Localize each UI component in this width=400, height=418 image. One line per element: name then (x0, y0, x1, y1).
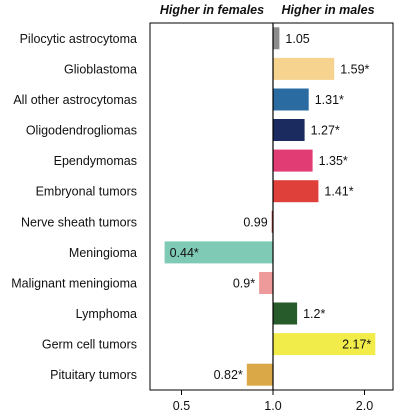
category-label: Meningioma (69, 246, 137, 260)
bar (164, 241, 273, 264)
bar (273, 88, 309, 111)
value-label: 1.05 (285, 32, 309, 46)
category-label: Oligodendrogliomas (26, 124, 137, 138)
value-label: 1.2* (303, 307, 325, 321)
bar (273, 149, 313, 172)
value-label: 1.31* (315, 93, 344, 107)
value-label: 0.99 (243, 215, 267, 229)
bar (273, 180, 319, 203)
x-tick-label: 2.0 (356, 399, 373, 413)
plot-frame (149, 22, 394, 391)
bars-layer: Pilocytic astrocytoma 1.05 Glioblastoma 1.5… (11, 27, 376, 386)
bar (273, 57, 335, 80)
header-females: Higher in females (160, 3, 264, 17)
value-label: 1.59* (340, 62, 369, 76)
category-label: Pituitary tumors (50, 368, 137, 382)
bar (259, 272, 273, 294)
category-label: Ependymomas (54, 154, 137, 168)
bar (246, 363, 273, 386)
x-tick-label: 0.5 (173, 399, 190, 413)
category-label: Pilocytic astrocytoma (20, 32, 137, 46)
value-label: 1.27* (311, 124, 340, 138)
value-label: 0.82* (214, 368, 243, 382)
category-label: Malignant meningioma (11, 277, 137, 291)
category-label: Glioblastoma (64, 62, 137, 76)
category-label: Embryonal tumors (36, 185, 137, 199)
category-label: Germ cell tumors (42, 338, 137, 352)
bar (273, 333, 376, 356)
category-label: Nerve sheath tumors (21, 215, 137, 229)
bar (273, 119, 305, 141)
value-label: 0.44* (170, 246, 199, 260)
value-label: 1.35* (319, 154, 348, 168)
value-label: 2.17* (342, 338, 371, 352)
header-males: Higher in males (281, 3, 374, 17)
value-label: 0.9* (233, 277, 255, 291)
category-label: Lymphoma (76, 307, 137, 321)
category-label: All other astrocytomas (13, 93, 137, 107)
bar (273, 302, 298, 325)
x-axis-ticks: 0.5 1.0 2.0 (173, 390, 373, 413)
x-tick-label: 1.0 (264, 399, 281, 413)
value-label: 1.41* (324, 185, 353, 199)
bar (273, 27, 280, 50)
